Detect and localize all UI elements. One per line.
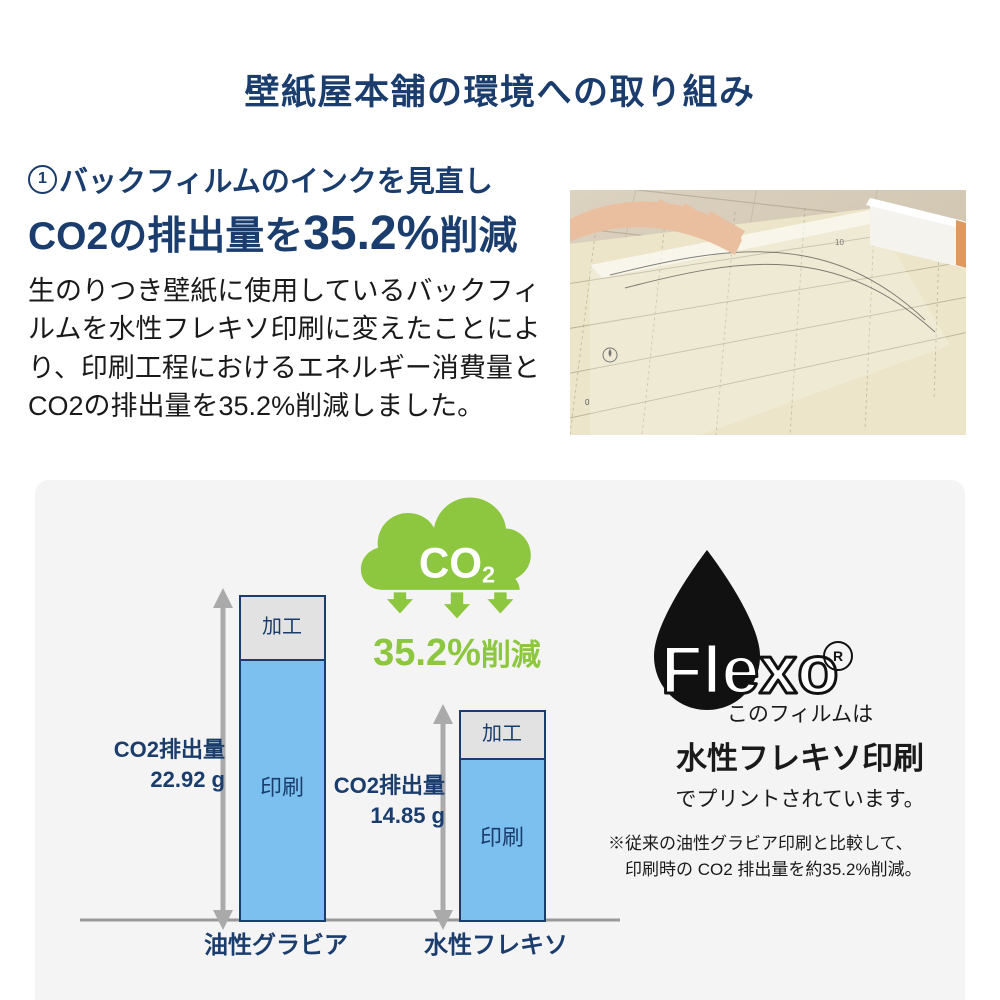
svg-text:R: R bbox=[833, 648, 843, 664]
svg-text:Flexo: Flexo bbox=[661, 632, 839, 708]
